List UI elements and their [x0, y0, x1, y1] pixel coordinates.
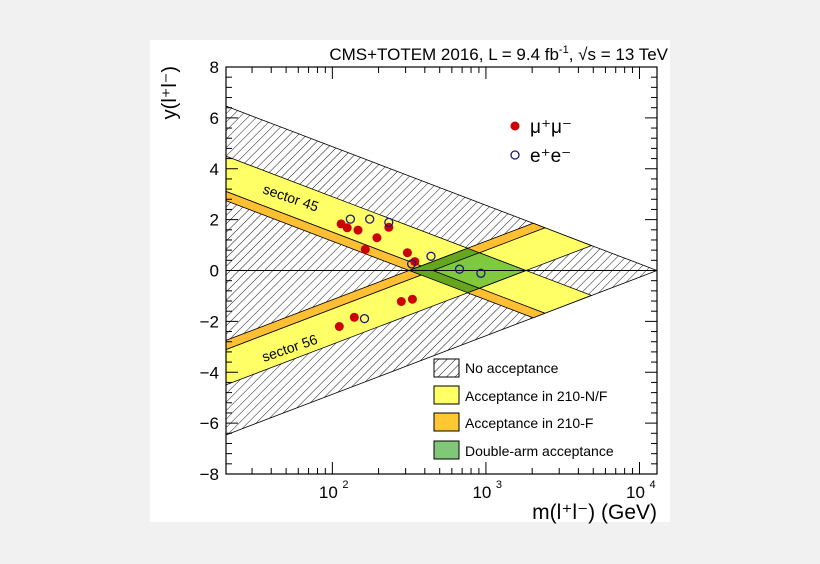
point-mumu — [353, 225, 363, 235]
data-points — [334, 214, 486, 331]
y-tick-label: 2 — [210, 211, 219, 230]
x-tick-label: 10 — [319, 483, 338, 502]
x-axis-label: m(l⁺l⁻) (GeV) — [532, 501, 657, 524]
point-mumu — [402, 248, 412, 258]
point-ee — [359, 313, 370, 324]
marker-legend: μ⁺μ⁻ e⁺e⁻ — [510, 117, 572, 167]
point-mumu — [372, 233, 382, 243]
point-mumu — [334, 322, 344, 331]
point-mumu — [396, 297, 406, 306]
point-mumu — [407, 294, 417, 304]
x-tick-label-exponent: 4 — [650, 479, 656, 491]
y-tick-label: −4 — [200, 363, 219, 382]
point-ee — [454, 264, 465, 274]
region-legend: No acceptance Acceptance in 210-N/F Acce… — [433, 358, 614, 460]
legend-label-ee: e⁺e⁻ — [530, 146, 571, 167]
point-ee — [384, 217, 394, 228]
y-tick-label: 0 — [210, 262, 219, 281]
legend-label-mumu: μ⁺μ⁻ — [530, 117, 572, 138]
point-mumu — [342, 223, 352, 233]
y-tick-label: 8 — [210, 58, 219, 77]
y-tick-label: −6 — [200, 414, 219, 433]
point-ee — [426, 251, 436, 261]
legend-marker-ee — [510, 150, 520, 160]
point-mumu — [360, 244, 370, 254]
y-tick-label: −2 — [200, 312, 219, 331]
chart-title: CMS+TOTEM 2016, L = 9.4 fb-1, √s = 13 Te… — [329, 44, 668, 64]
point-ee — [476, 268, 486, 278]
legend-label-210-nf: Acceptance in 210-N/F — [465, 388, 607, 404]
point-ee — [345, 214, 356, 224]
y-axis-label: y(l⁺l⁻) — [159, 66, 181, 119]
point-mumu — [384, 222, 394, 232]
legend-swatch-210-nf — [433, 385, 460, 405]
y-tick-label: 6 — [210, 109, 219, 128]
x-tick-label-exponent: 3 — [496, 479, 502, 491]
point-ee — [365, 214, 375, 224]
legend-swatch-210-f — [433, 412, 460, 432]
legend-swatch-no-acceptance — [433, 358, 460, 378]
legend-marker-mumu — [510, 121, 520, 131]
point-mumu — [349, 312, 359, 322]
y-tick-label: 4 — [210, 160, 219, 179]
point-ee — [406, 259, 417, 269]
x-tick-label-exponent: 2 — [342, 479, 348, 491]
legend-label-double-arm: Double-arm acceptance — [465, 443, 614, 459]
legend-label-no-acceptance: No acceptance — [465, 360, 559, 376]
legend-swatch-double-arm — [433, 440, 460, 460]
x-tick-label: 10 — [626, 483, 645, 502]
axis-ticks: 8 6 4 2 0 −2 −4 −6 −8 10 2 10 3 10 4 — [200, 58, 657, 502]
legend-label-210-f: Acceptance in 210-F — [465, 415, 593, 431]
y-tick-label: −8 — [200, 465, 219, 484]
x-tick-label: 10 — [472, 483, 491, 502]
